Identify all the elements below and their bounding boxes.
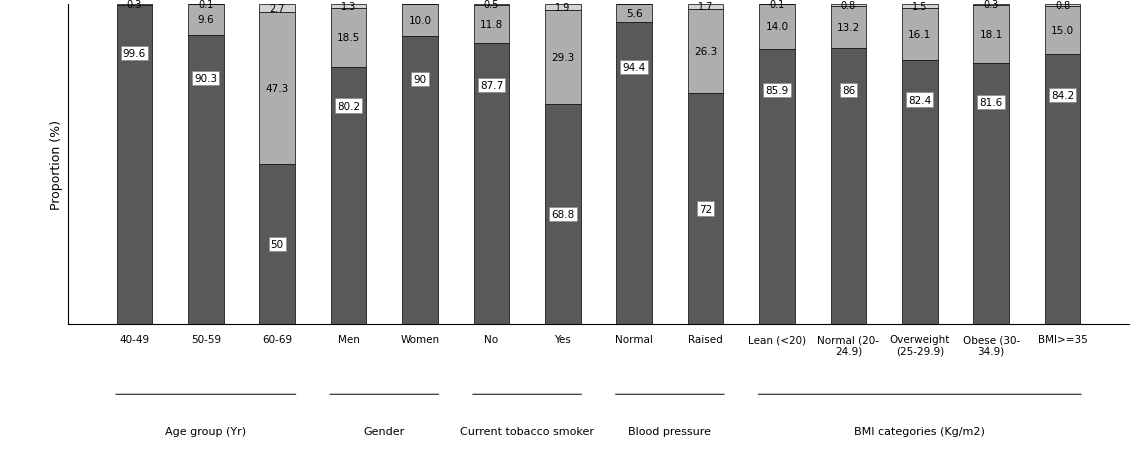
Bar [331,9,366,68]
Text: Gender: Gender [364,426,405,436]
Text: BMI categories (Kg/m2): BMI categories (Kg/m2) [854,426,985,436]
Text: 0.5: 0.5 [483,0,499,11]
Text: 15.0: 15.0 [1051,26,1074,36]
Bar [260,164,295,324]
Text: 29.3: 29.3 [551,52,575,63]
Bar [331,68,366,324]
Bar [974,6,1009,63]
Text: 0.1: 0.1 [770,0,784,10]
Y-axis label: Proportion (%): Proportion (%) [50,119,63,209]
Bar [473,5,510,6]
Text: 0.3: 0.3 [984,0,999,10]
Text: 0.3: 0.3 [127,0,142,10]
Text: 87.7: 87.7 [480,81,503,91]
Text: Age group (Yr): Age group (Yr) [165,426,246,436]
Bar [831,7,866,50]
Bar [687,94,724,324]
Text: 72: 72 [699,204,712,214]
Bar [260,13,295,164]
Text: 68.8: 68.8 [551,209,575,219]
Text: 47.3: 47.3 [266,84,288,94]
Text: 11.8: 11.8 [480,20,503,30]
Bar [188,5,223,36]
Bar [545,104,580,324]
Text: 5.6: 5.6 [626,9,643,19]
Text: 84.2: 84.2 [1051,90,1074,100]
Text: 16.1: 16.1 [909,30,931,40]
Bar [545,11,580,104]
Text: 50: 50 [270,239,284,249]
Bar [1044,5,1081,7]
Text: 9.6: 9.6 [197,15,214,25]
Bar [473,44,510,324]
Text: 90: 90 [414,75,426,85]
Text: 0.1: 0.1 [198,0,213,10]
Text: 1.9: 1.9 [555,3,570,13]
Text: 14.0: 14.0 [765,22,789,32]
Text: 1.3: 1.3 [341,2,356,12]
Text: 1.7: 1.7 [698,2,714,13]
Bar [902,5,937,9]
Text: Current tobacco smoker: Current tobacco smoker [461,426,594,436]
Bar [473,6,510,44]
Bar [759,5,795,50]
Text: 82.4: 82.4 [909,95,931,105]
Text: 18.5: 18.5 [337,33,360,44]
Bar [260,5,295,13]
Bar [617,23,652,324]
Bar [402,37,438,324]
Text: 99.6: 99.6 [123,49,146,59]
Text: 0.8: 0.8 [1054,1,1070,11]
Text: 85.9: 85.9 [765,86,789,96]
Text: Blood pressure: Blood pressure [628,426,711,436]
Bar [974,5,1009,6]
Bar [402,5,438,37]
Text: 80.2: 80.2 [337,101,360,111]
Bar [974,63,1009,324]
Bar [831,50,866,324]
Bar [545,5,580,11]
Bar [687,5,724,10]
Bar [116,6,153,324]
Bar [188,36,223,324]
Text: 0.8: 0.8 [841,1,856,11]
Bar [1044,7,1081,55]
Text: 94.4: 94.4 [622,63,646,73]
Bar [617,5,652,23]
Text: 86: 86 [841,86,855,95]
Text: 2.7: 2.7 [269,4,285,14]
Bar [902,61,937,324]
Bar [902,9,937,61]
Bar [759,50,795,324]
Bar [687,10,724,94]
Text: 81.6: 81.6 [979,98,1003,107]
Bar [1044,55,1081,324]
Bar [831,5,866,7]
Text: 1.5: 1.5 [912,2,928,12]
Bar [116,5,153,6]
Bar [331,5,366,9]
Text: 10.0: 10.0 [408,16,432,25]
Text: 13.2: 13.2 [837,23,860,33]
Text: 26.3: 26.3 [694,47,717,57]
Text: 90.3: 90.3 [194,74,218,84]
Text: 18.1: 18.1 [979,30,1003,39]
